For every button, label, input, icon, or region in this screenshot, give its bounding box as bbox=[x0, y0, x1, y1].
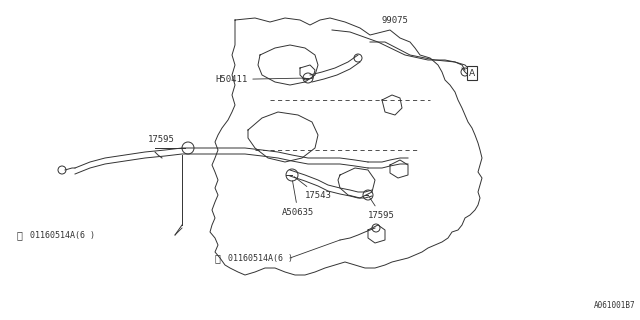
Text: A: A bbox=[469, 68, 475, 77]
Text: 17595: 17595 bbox=[368, 197, 395, 220]
Text: A061001B7: A061001B7 bbox=[593, 301, 635, 310]
Text: 17543: 17543 bbox=[294, 177, 332, 200]
Text: 99075: 99075 bbox=[382, 16, 409, 25]
Text: Ⓑ: Ⓑ bbox=[215, 253, 221, 263]
Text: 17595: 17595 bbox=[148, 135, 175, 144]
Text: 01160514A(6 ): 01160514A(6 ) bbox=[228, 253, 293, 262]
Text: 01160514A(6 ): 01160514A(6 ) bbox=[30, 230, 95, 239]
Text: A50635: A50635 bbox=[282, 181, 314, 217]
Text: H50411: H50411 bbox=[215, 75, 305, 84]
Text: Ⓑ: Ⓑ bbox=[17, 230, 23, 240]
